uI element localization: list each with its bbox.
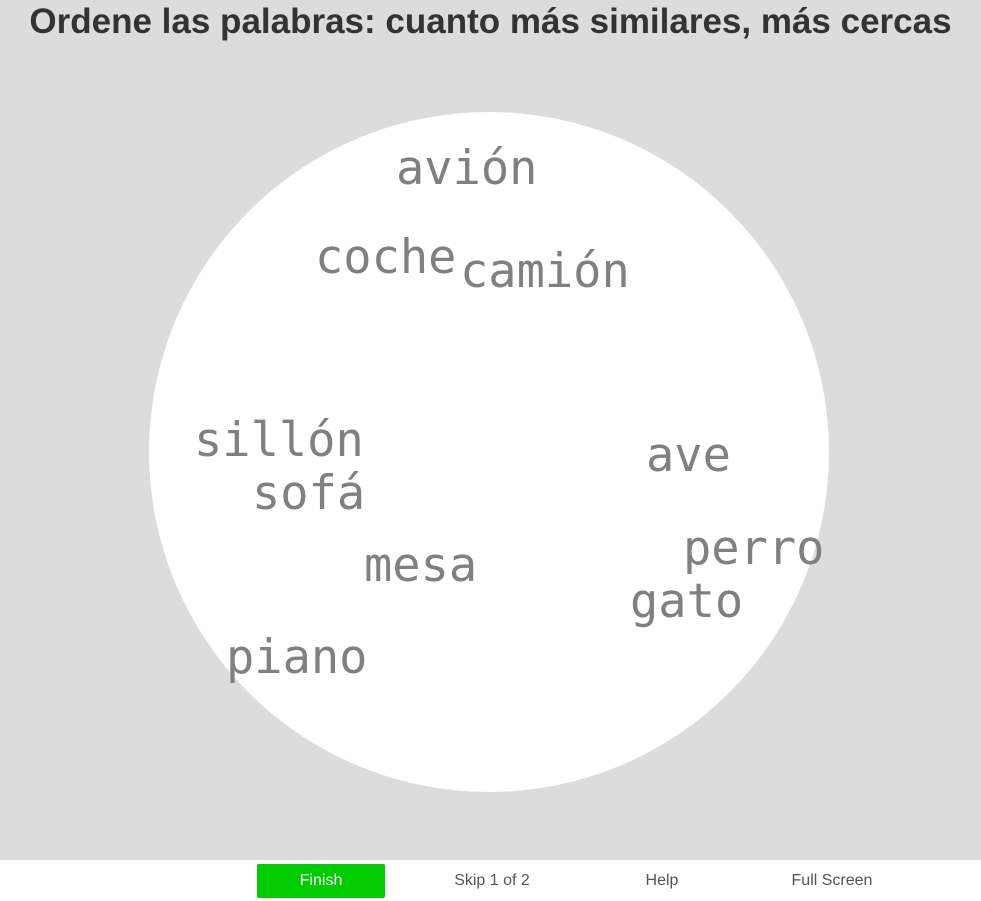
word-coche[interactable]: coche [315,230,457,285]
word-ave[interactable]: ave [646,428,731,483]
word-piano[interactable]: piano [226,630,368,685]
word-sillon[interactable]: sillón [194,413,364,468]
skip-button[interactable]: Skip 1 of 2 [454,872,530,889]
word-gato[interactable]: gato [630,574,744,629]
word-camion[interactable]: camión [460,244,630,299]
help-button[interactable]: Help [645,872,679,889]
word-perro[interactable]: perro [683,521,825,576]
arrangement-circle [149,112,829,792]
word-mesa[interactable]: mesa [364,538,478,593]
word-avion[interactable]: avión [396,141,538,196]
word-sofa[interactable]: sofá [252,466,366,521]
finish-button[interactable]: Finish [257,864,385,898]
task-title: Ordene las palabras: cuanto más similare… [29,2,952,41]
arrangement-stage: Ordene las palabras: cuanto más similare… [0,0,981,860]
bottom-toolbar: Finish Skip 1 of 2 Help Full Screen [0,860,981,901]
full-screen-button[interactable]: Full Screen [791,872,873,889]
